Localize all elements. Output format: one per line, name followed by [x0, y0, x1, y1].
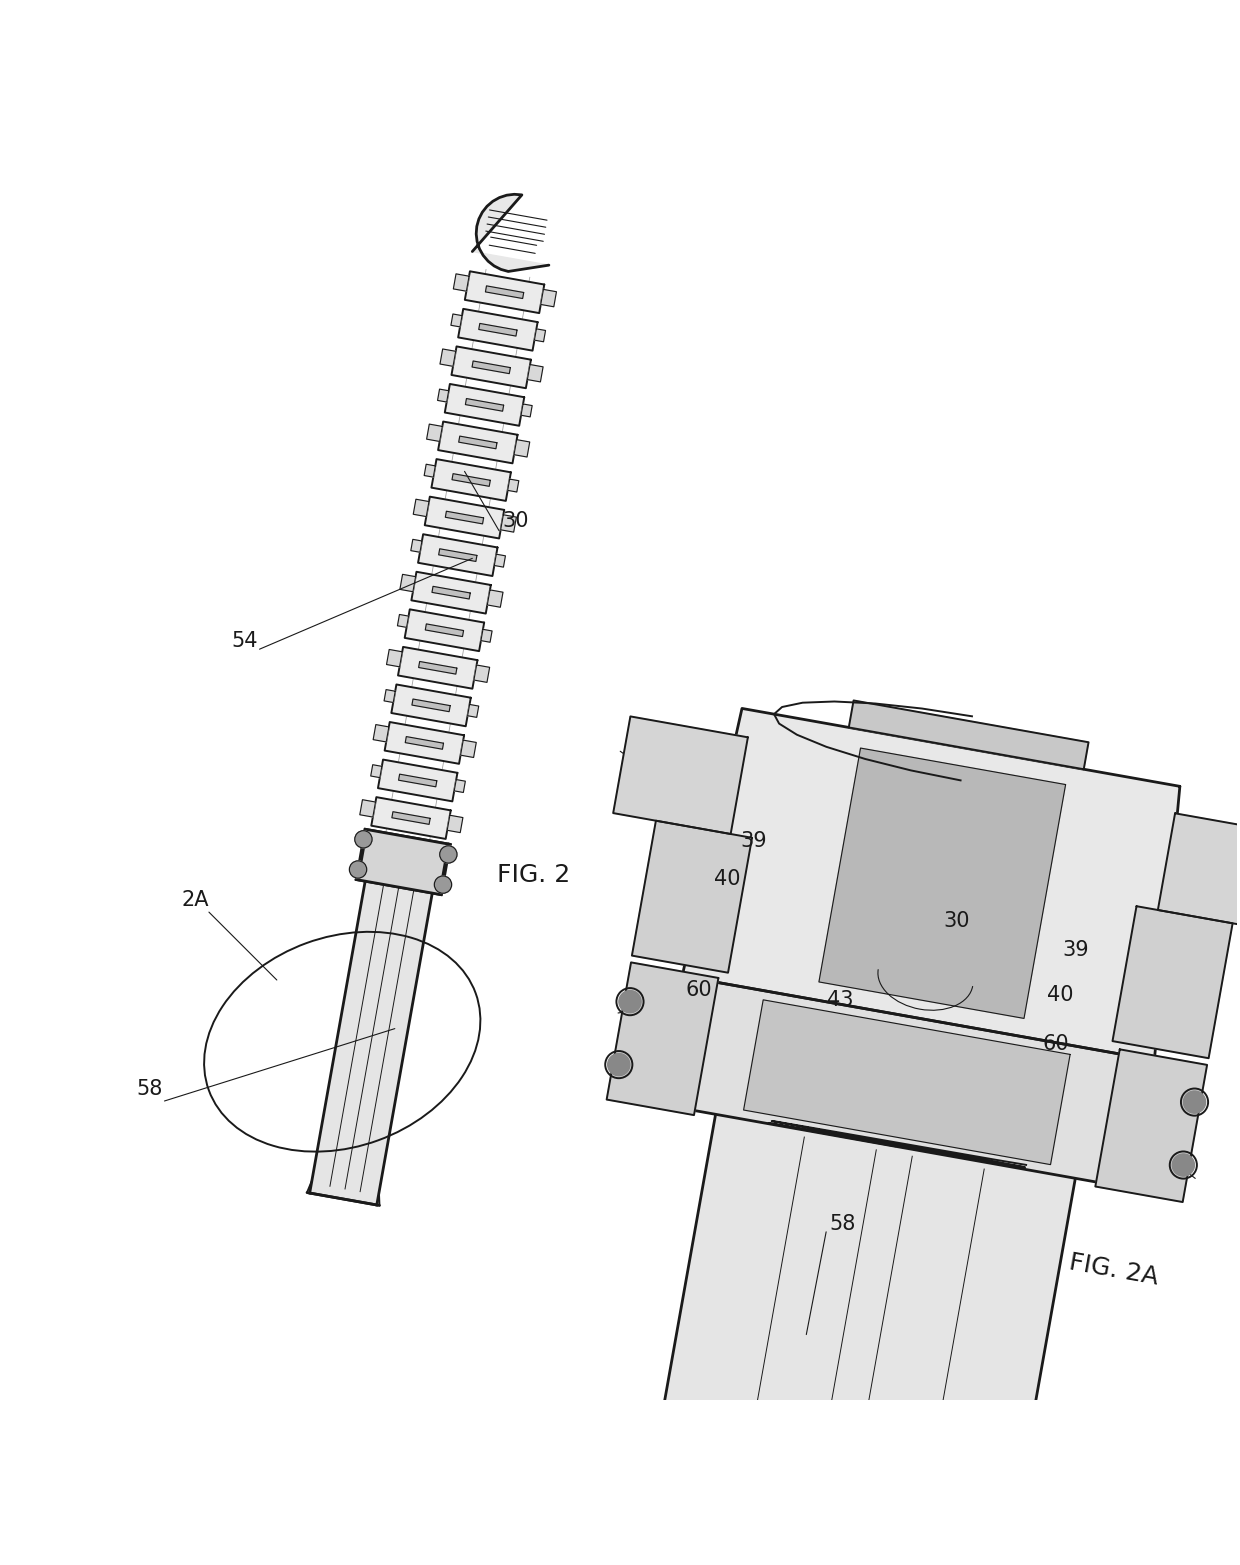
Polygon shape [458, 308, 538, 351]
Polygon shape [501, 515, 516, 532]
Polygon shape [432, 587, 470, 599]
Text: FIG. 2A: FIG. 2A [1068, 1250, 1161, 1290]
Text: 2A: 2A [182, 890, 210, 909]
Polygon shape [632, 820, 751, 973]
Polygon shape [1158, 814, 1240, 931]
Polygon shape [614, 717, 748, 834]
Polygon shape [445, 512, 484, 524]
Polygon shape [371, 765, 382, 778]
Polygon shape [472, 194, 549, 271]
Text: 58: 58 [830, 1214, 857, 1235]
Circle shape [434, 876, 451, 894]
Polygon shape [401, 574, 415, 592]
Text: 30: 30 [944, 911, 970, 931]
Polygon shape [460, 740, 476, 757]
Polygon shape [432, 459, 511, 501]
Polygon shape [358, 829, 449, 894]
Polygon shape [410, 540, 422, 552]
Polygon shape [448, 815, 463, 833]
Polygon shape [487, 590, 503, 607]
Polygon shape [515, 440, 529, 457]
Text: 43: 43 [827, 989, 854, 1009]
Polygon shape [413, 499, 429, 516]
Polygon shape [521, 404, 532, 416]
Polygon shape [378, 759, 458, 801]
Polygon shape [439, 549, 477, 562]
Polygon shape [412, 571, 491, 613]
Polygon shape [398, 615, 408, 628]
Circle shape [350, 861, 367, 878]
Polygon shape [472, 362, 511, 374]
Circle shape [355, 831, 372, 848]
Polygon shape [438, 390, 449, 402]
Polygon shape [438, 421, 517, 463]
Text: 30: 30 [502, 510, 529, 531]
Polygon shape [682, 709, 1180, 1060]
Polygon shape [424, 465, 435, 477]
Polygon shape [392, 684, 471, 726]
Polygon shape [440, 349, 455, 366]
Polygon shape [541, 290, 557, 307]
Polygon shape [1095, 1050, 1207, 1202]
Text: 40: 40 [714, 869, 740, 889]
Polygon shape [404, 609, 484, 651]
Polygon shape [459, 437, 497, 449]
Polygon shape [606, 962, 718, 1116]
Polygon shape [384, 690, 396, 703]
Polygon shape [387, 649, 402, 667]
Polygon shape [485, 286, 523, 299]
Polygon shape [454, 274, 469, 291]
Polygon shape [818, 748, 1065, 1019]
Polygon shape [425, 624, 464, 637]
Polygon shape [507, 479, 518, 491]
Polygon shape [481, 629, 492, 642]
Polygon shape [467, 704, 479, 717]
Polygon shape [445, 383, 525, 426]
Circle shape [619, 991, 641, 1013]
Circle shape [1183, 1091, 1205, 1113]
Polygon shape [849, 701, 1089, 770]
Polygon shape [384, 721, 464, 764]
Polygon shape [527, 365, 543, 382]
Polygon shape [398, 775, 436, 787]
Polygon shape [465, 399, 503, 412]
Polygon shape [373, 725, 389, 742]
Polygon shape [398, 646, 477, 689]
Polygon shape [412, 700, 450, 712]
Text: 60: 60 [1042, 1034, 1069, 1055]
Circle shape [1172, 1153, 1194, 1177]
Text: 39: 39 [1061, 941, 1089, 961]
Polygon shape [310, 861, 435, 1205]
Polygon shape [465, 271, 544, 313]
Polygon shape [371, 797, 451, 839]
Polygon shape [649, 1110, 1076, 1556]
Polygon shape [360, 800, 376, 817]
Polygon shape [405, 737, 444, 750]
Polygon shape [425, 496, 505, 538]
Text: 39: 39 [740, 831, 766, 850]
Text: 40: 40 [1047, 984, 1074, 1005]
Polygon shape [1112, 906, 1233, 1058]
Text: 58: 58 [136, 1078, 162, 1099]
Polygon shape [647, 977, 1154, 1191]
Polygon shape [479, 324, 517, 336]
Polygon shape [454, 779, 465, 792]
Polygon shape [392, 812, 430, 825]
Circle shape [440, 845, 458, 862]
Polygon shape [418, 534, 497, 576]
Polygon shape [451, 315, 463, 327]
Polygon shape [453, 474, 490, 487]
Text: 60: 60 [686, 980, 712, 1000]
Polygon shape [419, 662, 456, 675]
Text: FIG. 2: FIG. 2 [497, 862, 570, 887]
Circle shape [608, 1053, 630, 1075]
Text: 54: 54 [231, 631, 258, 651]
Polygon shape [744, 1000, 1070, 1164]
Polygon shape [534, 329, 546, 341]
Polygon shape [427, 424, 443, 441]
Polygon shape [474, 665, 490, 682]
Polygon shape [495, 554, 506, 567]
Polygon shape [451, 346, 531, 388]
